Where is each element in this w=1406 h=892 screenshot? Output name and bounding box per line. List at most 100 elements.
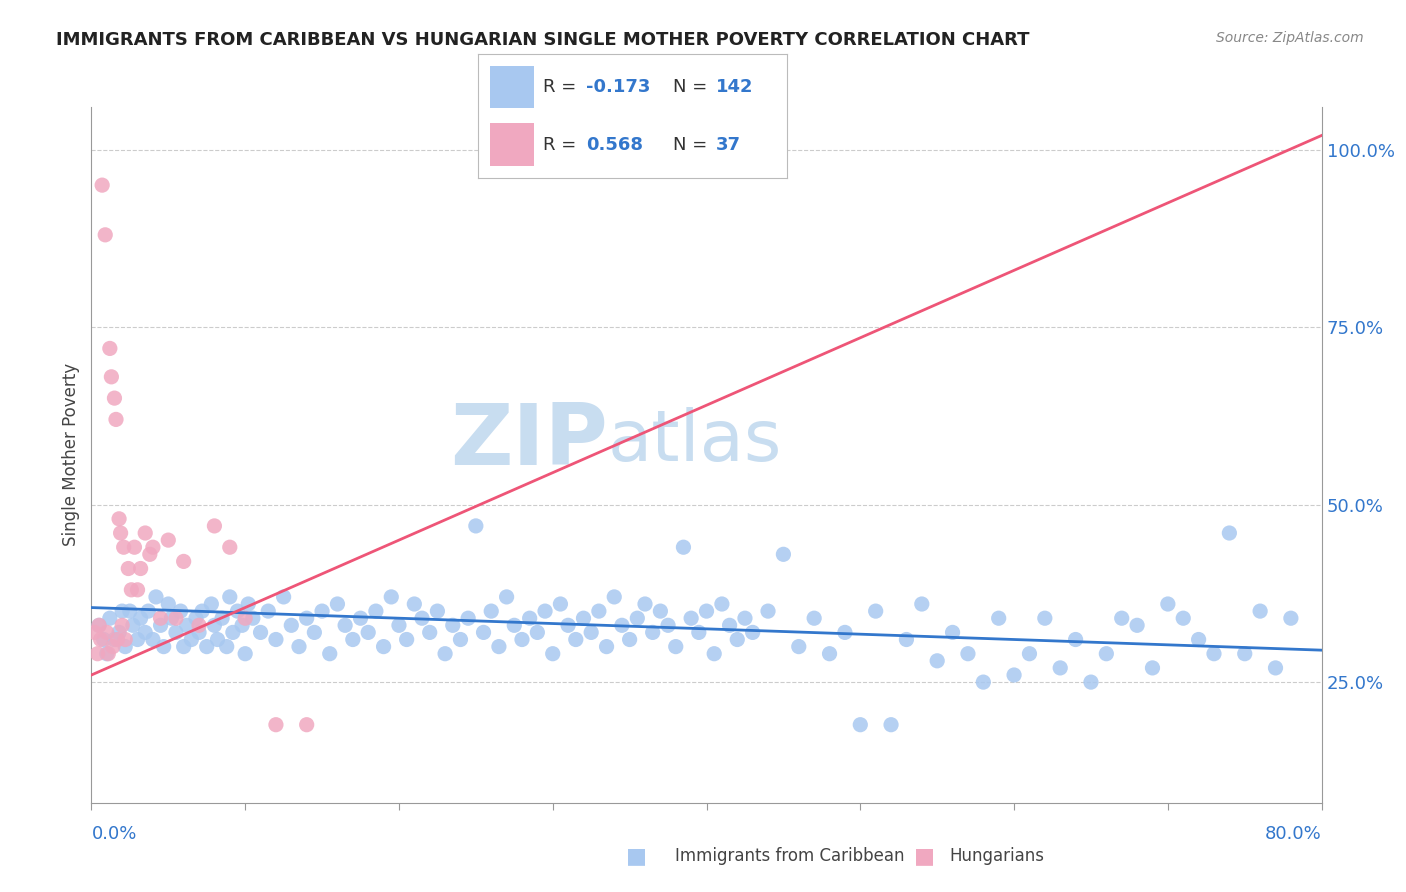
Point	[519, 611, 541, 625]
Point	[176, 618, 198, 632]
Text: 142: 142	[716, 78, 754, 96]
Text: ■: ■	[626, 847, 647, 866]
Point	[134, 625, 156, 640]
Point	[756, 604, 779, 618]
Point	[672, 540, 695, 554]
Point	[110, 526, 132, 541]
Point	[972, 675, 994, 690]
Point	[304, 625, 326, 640]
Point	[96, 625, 118, 640]
Point	[404, 597, 426, 611]
Point	[157, 533, 180, 548]
Point	[103, 391, 125, 405]
Point	[226, 604, 249, 618]
Point	[273, 590, 295, 604]
Point	[695, 604, 717, 618]
Point	[136, 604, 159, 618]
Point	[160, 611, 183, 625]
Point	[741, 625, 763, 640]
Point	[534, 604, 557, 618]
Point	[1095, 647, 1118, 661]
Point	[588, 604, 610, 618]
Point	[495, 590, 517, 604]
Point	[173, 554, 195, 568]
Point	[233, 647, 256, 661]
Point	[657, 618, 679, 632]
Point	[249, 625, 271, 640]
Point	[83, 625, 105, 640]
Point	[1264, 661, 1286, 675]
Point	[295, 611, 318, 625]
Point	[129, 611, 152, 625]
Point	[295, 717, 318, 731]
Text: Hungarians: Hungarians	[949, 847, 1045, 865]
Point	[787, 640, 810, 654]
Point	[127, 582, 149, 597]
Point	[725, 632, 748, 647]
Text: 80.0%: 80.0%	[1265, 825, 1322, 843]
Point	[472, 625, 495, 640]
Point	[87, 618, 110, 632]
Point	[333, 618, 356, 632]
FancyBboxPatch shape	[491, 66, 534, 109]
Point	[188, 625, 211, 640]
Point	[96, 647, 118, 661]
Point	[145, 590, 167, 604]
Point	[526, 625, 548, 640]
Point	[626, 611, 648, 625]
Point	[818, 647, 841, 661]
Point	[114, 640, 136, 654]
Point	[734, 611, 756, 625]
Point	[1126, 618, 1149, 632]
Point	[157, 597, 180, 611]
Point	[94, 227, 117, 242]
Point	[572, 611, 595, 625]
Text: ZIP: ZIP	[450, 400, 607, 483]
FancyBboxPatch shape	[491, 123, 534, 166]
Point	[803, 611, 825, 625]
Point	[222, 625, 245, 640]
Point	[550, 597, 572, 611]
Point	[1187, 632, 1209, 647]
Point	[941, 625, 963, 640]
Point	[1142, 661, 1164, 675]
Point	[311, 604, 333, 618]
Point	[849, 717, 872, 731]
Point	[464, 519, 486, 533]
Point	[927, 654, 949, 668]
Point	[191, 604, 214, 618]
Point	[188, 618, 211, 632]
Point	[142, 632, 165, 647]
Point	[880, 717, 903, 731]
Point	[457, 611, 479, 625]
Point	[349, 611, 371, 625]
Point	[288, 640, 311, 654]
Text: ■: ■	[914, 847, 935, 866]
Text: Source: ZipAtlas.com: Source: ZipAtlas.com	[1216, 31, 1364, 45]
Text: N =: N =	[673, 78, 713, 96]
Point	[411, 611, 433, 625]
Point	[579, 625, 602, 640]
Y-axis label: Single Mother Poverty: Single Mother Poverty	[62, 363, 80, 547]
Point	[1064, 632, 1087, 647]
Point	[114, 632, 136, 647]
Point	[218, 590, 240, 604]
Point	[105, 412, 127, 426]
Point	[342, 632, 364, 647]
Point	[98, 611, 121, 625]
Point	[419, 625, 441, 640]
Point	[619, 632, 641, 647]
Point	[710, 597, 733, 611]
Point	[1033, 611, 1056, 625]
Point	[149, 611, 172, 625]
Point	[122, 618, 145, 632]
Point	[557, 618, 579, 632]
Point	[510, 632, 533, 647]
Point	[242, 611, 264, 625]
Point	[218, 540, 240, 554]
Point	[97, 647, 120, 661]
Point	[703, 647, 725, 661]
Point	[100, 369, 122, 384]
Point	[1111, 611, 1133, 625]
Point	[264, 632, 287, 647]
